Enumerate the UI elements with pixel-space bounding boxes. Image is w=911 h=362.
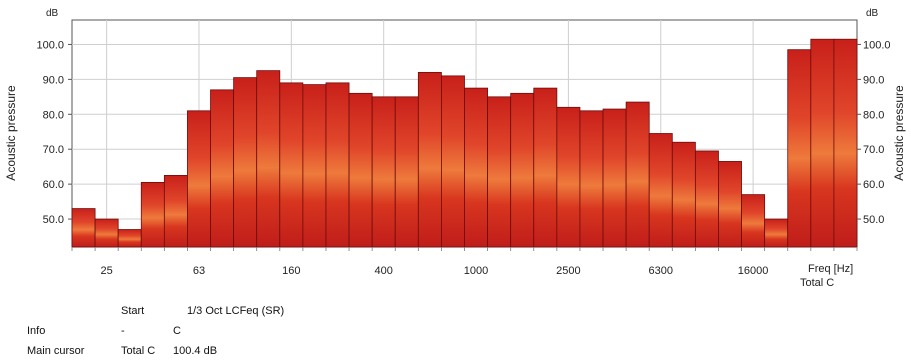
x-axis-label: Freq [Hz] (808, 263, 853, 275)
bar (580, 111, 603, 247)
y-unit-left: dB (46, 8, 59, 19)
bar (441, 76, 464, 247)
y-tick-label: 70.0 (43, 144, 64, 156)
total-c-label: Total C (800, 277, 834, 289)
y-tick-label-right: 100.0 (863, 39, 891, 51)
y-axis-label: Acoustic pressure (4, 85, 18, 181)
bar (95, 219, 118, 247)
bar (765, 219, 788, 247)
main-cursor-col1: Total C (121, 345, 155, 357)
bar (649, 134, 672, 248)
bar (557, 107, 580, 247)
bar (280, 83, 303, 247)
y-tick-label-right: 50.0 (863, 214, 884, 226)
bar (257, 71, 280, 247)
acoustic-pressure-chart: 50.0 60.0 70.0 80.0 90.0 100.0 50.0 60.0 70.0 80… (0, 0, 911, 300)
bar (695, 151, 718, 247)
bar (834, 39, 857, 247)
y-tick-label: 50.0 (43, 214, 64, 226)
bar (118, 230, 141, 247)
bar (465, 88, 488, 247)
y-tick-label: 80.0 (43, 109, 64, 121)
y-tick-label-right: 90.0 (863, 74, 884, 86)
x-tick-label: 6300 (649, 265, 673, 277)
bar (603, 109, 626, 247)
bar (718, 161, 741, 247)
x-tick-label: 160 (282, 265, 300, 277)
bar (326, 83, 349, 247)
bar (626, 102, 649, 247)
y-tick-label-right: 80.0 (863, 109, 884, 121)
bar (742, 195, 765, 247)
y-axis-right: 50.0 60.0 70.0 80.0 90.0 100.0 (857, 39, 891, 226)
info-row-col2: C (173, 325, 181, 337)
y-axis-left: 50.0 60.0 70.0 80.0 90.0 100.0 (36, 39, 72, 226)
bar (488, 97, 511, 247)
x-tick-label: 1000 (464, 265, 488, 277)
x-tick-label: 400 (375, 265, 393, 277)
bar (141, 182, 164, 247)
x-tick-label: 16000 (738, 265, 769, 277)
y-tick-label: 100.0 (36, 39, 64, 51)
bar (187, 111, 210, 247)
info-row-col1: - (121, 325, 125, 337)
bar (395, 97, 418, 247)
x-axis: 25 63 160 400 1000 2500 6300 16000 (72, 247, 857, 277)
bar (511, 93, 534, 247)
bar (72, 209, 95, 247)
x-tick-label: 25 (101, 265, 113, 277)
bar (234, 78, 257, 247)
x-tick-label: 2500 (556, 265, 580, 277)
bar (418, 72, 441, 247)
bar (534, 88, 557, 247)
y-axis-label-right: Acoustic pressure (892, 85, 906, 181)
bar (811, 39, 834, 247)
bar (672, 142, 695, 247)
y-tick-label: 60.0 (43, 179, 64, 191)
bar (788, 50, 811, 247)
bar (164, 175, 187, 247)
main-cursor-label: Main cursor (27, 345, 84, 357)
y-unit-right: dB (866, 8, 879, 19)
bar (211, 90, 234, 247)
info-start-value: 1/3 Oct LCFeq (SR) (187, 305, 284, 317)
y-tick-label-right: 60.0 (863, 179, 884, 191)
main-cursor-value: 100.4 dB (173, 345, 217, 357)
bar (303, 85, 326, 247)
bar (372, 97, 395, 247)
info-row-label: Info (27, 325, 45, 337)
x-tick-label: 63 (193, 265, 205, 277)
y-tick-label: 90.0 (43, 74, 64, 86)
y-tick-label-right: 70.0 (863, 144, 884, 156)
bar (349, 93, 372, 247)
info-start-label: Start (121, 305, 144, 317)
